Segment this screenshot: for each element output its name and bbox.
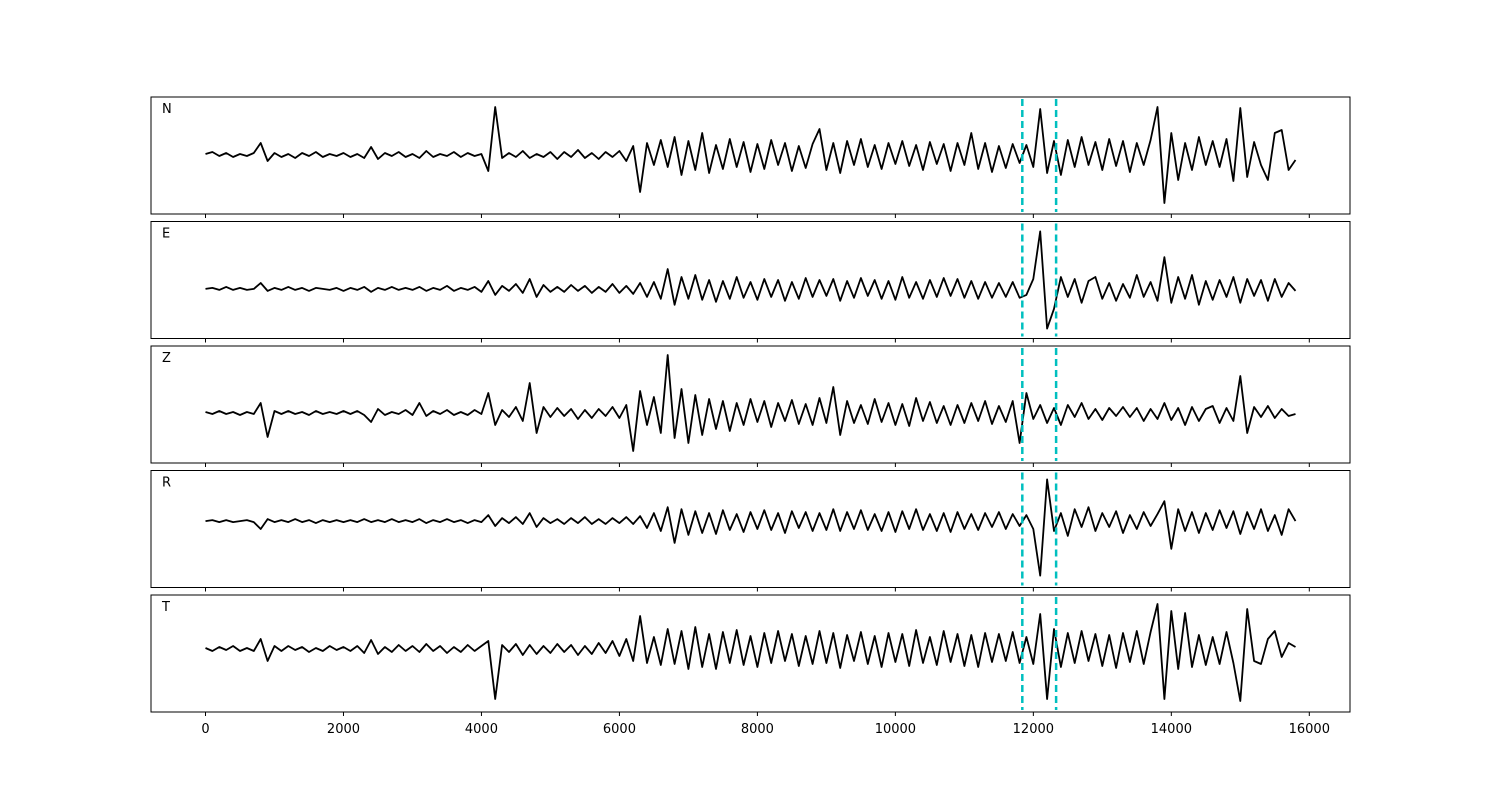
x-tick-label: 12000 [1013, 722, 1054, 737]
panel-frame [150, 221, 1351, 339]
panel-frame [150, 594, 1351, 713]
panel-label: Z [162, 351, 171, 366]
panel-label: E [162, 227, 170, 242]
trace [205, 603, 1296, 702]
x-tick-label: 4000 [465, 722, 498, 737]
trace [205, 354, 1296, 452]
x-tick-label: 10000 [875, 722, 916, 737]
x-tick-label: 0 [201, 722, 209, 737]
panel-frame [150, 345, 1351, 464]
x-tick-label: 6000 [603, 722, 636, 737]
panel-label: N [162, 102, 172, 117]
panel-label: T [161, 600, 170, 615]
x-tick-label: 8000 [741, 722, 774, 737]
panel-frame [150, 96, 1351, 215]
x-tick-label: 16000 [1289, 722, 1330, 737]
x-tick-label: 14000 [1151, 722, 1192, 737]
x-tick-label: 2000 [327, 722, 360, 737]
trace [205, 230, 1297, 330]
trace [205, 106, 1297, 204]
panel-label: R [162, 476, 171, 491]
panel-frame [150, 470, 1351, 588]
trace [205, 478, 1297, 577]
